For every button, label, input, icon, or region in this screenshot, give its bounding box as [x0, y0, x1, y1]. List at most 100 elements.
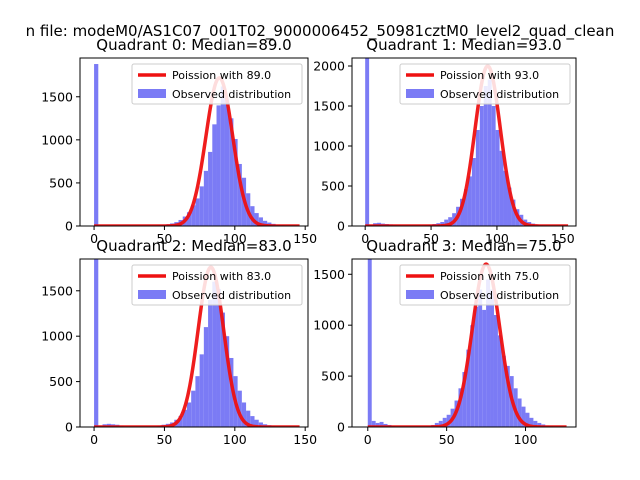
histogram-bar — [229, 118, 234, 226]
legend-box — [131, 63, 303, 105]
histogram-bar — [216, 288, 221, 427]
legend-box — [399, 63, 571, 105]
x-tick-label: 0 — [90, 231, 98, 246]
histogram-bar — [521, 406, 526, 427]
legend: Poission with 75.0 Observed distribution — [399, 264, 571, 306]
histogram-bar — [186, 402, 192, 427]
legend-box — [131, 264, 303, 306]
histogram-bar — [212, 281, 217, 427]
x-tick-label: 150 — [551, 231, 575, 246]
legend-bar-swatch — [406, 89, 434, 98]
histogram-bar — [537, 422, 542, 427]
y-tick-label: 0 — [65, 420, 73, 435]
histogram-bar — [486, 279, 491, 427]
chart-title: Quadrant 3: Median=75.0 — [366, 237, 561, 255]
histogram-bar — [208, 151, 213, 226]
histogram-bar — [220, 86, 225, 226]
histogram-bar — [483, 86, 488, 226]
x-tick-label: 150 — [293, 432, 317, 447]
legend-label-fit: Poission with 75.0 — [440, 270, 539, 283]
histogram-bar — [191, 205, 196, 226]
histogram-bar — [224, 336, 230, 427]
histogram-bar — [258, 217, 263, 226]
x-tick-label: 50 — [439, 432, 455, 447]
histogram-bar — [482, 309, 487, 427]
histogram-bar — [511, 199, 516, 226]
x-tick-label: 50 — [423, 231, 439, 246]
histogram-bar — [379, 421, 384, 427]
histogram-bar — [503, 170, 508, 226]
axes-frame — [351, 57, 577, 227]
histogram-bar — [254, 419, 259, 427]
histogram-bar — [371, 420, 376, 427]
histogram-bar — [199, 186, 204, 226]
x-tick-label: 50 — [156, 432, 172, 447]
histogram-bar — [444, 219, 449, 226]
histogram-bar — [365, 58, 370, 226]
histogram-bar — [246, 410, 251, 427]
x-tick-label: 50 — [156, 231, 172, 246]
histogram-bar — [442, 417, 447, 427]
histogram-bar — [191, 390, 196, 427]
histogram-bar — [464, 189, 468, 226]
histogram-bar — [254, 213, 259, 226]
y-tick-label: 500 — [321, 369, 345, 384]
axes-frame — [351, 258, 577, 428]
histogram-bar — [203, 327, 209, 427]
axes-frame — [79, 57, 309, 227]
y-tick-label: 1000 — [313, 318, 345, 333]
histogram-bar — [491, 106, 496, 226]
plot-area — [94, 64, 301, 226]
histogram-bar — [220, 312, 225, 427]
chart-title: Quadrant 0: Median=89.0 — [96, 36, 291, 54]
histogram-bar — [495, 130, 500, 226]
histogram-bar — [212, 124, 217, 226]
y-tick-label: 500 — [49, 374, 73, 389]
histogram-bar — [466, 349, 471, 427]
x-tick-label: 0 — [90, 432, 98, 447]
y-tick-label: 500 — [321, 179, 345, 194]
legend: Poission with 93.0 Observed distribution — [399, 63, 571, 105]
histogram-bar — [490, 289, 494, 427]
x-tick-label: 0 — [361, 231, 369, 246]
histogram-bar — [94, 259, 99, 427]
x-tick-label: 150 — [293, 231, 317, 246]
y-tick-label: 0 — [337, 219, 345, 234]
histogram-bar — [499, 150, 504, 226]
histogram-bar — [479, 106, 484, 226]
histogram-bar — [529, 417, 534, 427]
axes-frame — [79, 258, 309, 428]
histogram-bar — [233, 138, 238, 226]
histogram-bar — [94, 64, 99, 226]
legend: Poission with 83.0 Observed distribution — [131, 264, 303, 306]
legend-label-fit: Poission with 89.0 — [172, 69, 271, 82]
histogram-bar — [497, 335, 502, 427]
chart-title: Quadrant 1: Median=93.0 — [366, 36, 561, 54]
histogram-bar — [216, 105, 221, 226]
x-tick-label: 100 — [485, 231, 509, 246]
y-tick-label: 0 — [337, 420, 345, 435]
y-tick-label: 1000 — [41, 329, 73, 344]
histogram-bar — [203, 170, 209, 226]
x-tick-label: 0 — [364, 432, 372, 447]
histogram-bar — [195, 198, 200, 226]
histogram-bar — [470, 325, 475, 427]
legend-label-observed: Observed distribution — [440, 88, 559, 101]
histogram-bar — [229, 357, 234, 427]
y-tick-label: 0 — [65, 219, 73, 234]
legend: Poission with 89.0 Observed distribution — [131, 63, 303, 105]
histogram-bar — [460, 198, 464, 226]
histogram-bar — [434, 422, 439, 427]
y-tick-label: 500 — [49, 175, 73, 190]
histogram-bar — [474, 306, 479, 427]
histogram-bar — [258, 422, 263, 427]
histogram-bar — [471, 158, 476, 226]
histogram-bar — [448, 217, 453, 226]
histogram-bar — [199, 354, 204, 427]
chart-title: Quadrant 2: Median=83.0 — [96, 237, 291, 255]
y-tick-label: 1500 — [313, 99, 345, 114]
histogram-bar — [367, 259, 372, 427]
y-tick-label: 1500 — [313, 267, 345, 282]
